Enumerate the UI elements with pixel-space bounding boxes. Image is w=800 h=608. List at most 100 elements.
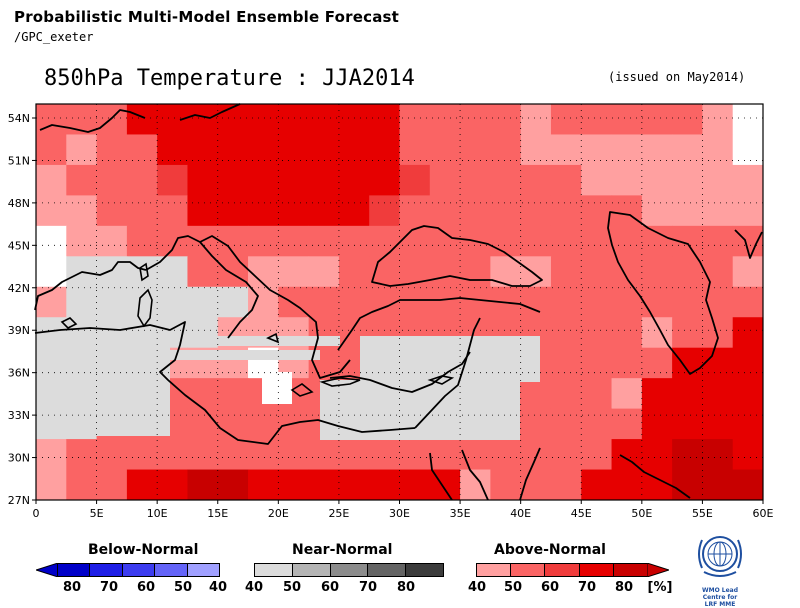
lon-label: 40E: [510, 507, 531, 520]
islands: [60, 262, 455, 397]
grid-cell: [611, 408, 643, 440]
lat-label: 54N: [8, 112, 30, 125]
grid-cell: [611, 195, 643, 227]
grid-cell: [96, 134, 128, 166]
legend-swatch: [155, 564, 188, 576]
near-normal-patch: [50, 336, 170, 436]
grid-cell: [520, 286, 552, 318]
grid-cell: [702, 469, 734, 501]
legend-label: 50: [282, 580, 302, 595]
grid-cell: [641, 104, 673, 135]
lon-label: 45E: [571, 507, 592, 520]
lon-label: 30E: [389, 507, 410, 520]
grid-cell: [460, 134, 491, 166]
grid-cell: [732, 347, 764, 379]
grid-cell: [641, 134, 673, 166]
grid-cell: [702, 225, 734, 257]
grid-cell: [550, 164, 582, 196]
grid-cell: [338, 256, 370, 288]
grid-cell: [550, 225, 582, 257]
legend-swatch: [511, 564, 546, 576]
grid-cell: [611, 469, 643, 501]
grid-cell: [308, 469, 340, 501]
grid-cell: [550, 408, 582, 440]
grid-cell: [217, 439, 249, 471]
grid-cell: [490, 195, 522, 227]
grid-cell: [36, 286, 67, 318]
legend-swatch: [545, 564, 580, 576]
grid-cell: [672, 104, 703, 135]
legend-swatch: [122, 564, 156, 576]
grid-cell: [248, 164, 279, 196]
grid-cell: [157, 164, 188, 196]
grid-cell: [581, 134, 613, 166]
grid-cell: [248, 195, 279, 227]
grid-cell: [520, 164, 552, 196]
grid-cell: [96, 286, 128, 318]
grid-cell: [702, 347, 734, 379]
probability-grid: [36, 104, 764, 501]
grid-cell: [732, 439, 764, 471]
grid-cell: [126, 286, 158, 318]
grid-cell: [460, 104, 491, 135]
grid-cell: [126, 225, 158, 257]
above-normal-colorbar: [476, 563, 648, 577]
legend-swatch: [406, 564, 443, 576]
grid-cell: [66, 164, 98, 196]
grid-cell: [36, 469, 67, 501]
grid-cell: [732, 164, 764, 196]
grid-cell: [611, 104, 643, 135]
wmo-emblem-icon: [698, 536, 742, 577]
grid-cell: [248, 469, 279, 501]
grid-cell: [460, 164, 491, 196]
grid-cell: [126, 164, 158, 196]
lon-label: 20E: [268, 507, 289, 520]
legend-swatch: [90, 564, 123, 576]
grid-cell: [520, 104, 552, 135]
grid-cell: [702, 134, 734, 166]
grid-cell: [399, 164, 431, 196]
grid-cell: [399, 225, 431, 257]
grid-cell: [611, 317, 643, 349]
grid-cell: [217, 408, 249, 440]
grid-cell: [732, 195, 764, 227]
grid-cell: [672, 164, 703, 196]
lon-label: 0: [33, 507, 40, 520]
grid-cell: [672, 378, 703, 410]
grid-cell: [217, 104, 249, 135]
grid-cell: [702, 439, 734, 471]
grid-cell: [96, 469, 128, 501]
grid-cell: [732, 469, 764, 501]
legend-label: 40: [244, 580, 264, 595]
grid-cell: [581, 408, 613, 440]
grid-cell: [338, 164, 370, 196]
grid-cell: [490, 164, 522, 196]
grid-cell: [672, 286, 703, 318]
grid-cell: [732, 378, 764, 410]
grid-cell: [641, 286, 673, 318]
grid-cell: [96, 104, 128, 135]
grid-cell: [36, 134, 67, 166]
grid-cell: [581, 439, 613, 471]
grid-cell: [520, 225, 552, 257]
grid-cell: [157, 439, 188, 471]
lon-label: 35E: [450, 507, 471, 520]
grid-cell: [641, 408, 673, 440]
grid-cell: [369, 225, 400, 257]
grid-cell: [490, 104, 522, 135]
grid-cell: [611, 286, 643, 318]
grid-cell: [217, 286, 249, 318]
grid-cell: [399, 286, 431, 318]
grid-cell: [702, 164, 734, 196]
grid-cell: [369, 195, 400, 227]
grid-cell: [581, 469, 613, 501]
grid-cell: [66, 286, 98, 318]
near-normal-patch: [120, 336, 340, 346]
grid-cell: [672, 134, 703, 166]
grid-cell: [187, 469, 219, 501]
grid-cell: [126, 256, 158, 288]
grid-cell: [550, 378, 582, 410]
below-normal-arrow: [36, 563, 58, 577]
grid-cell: [550, 104, 582, 135]
grid-cell: [278, 469, 310, 501]
